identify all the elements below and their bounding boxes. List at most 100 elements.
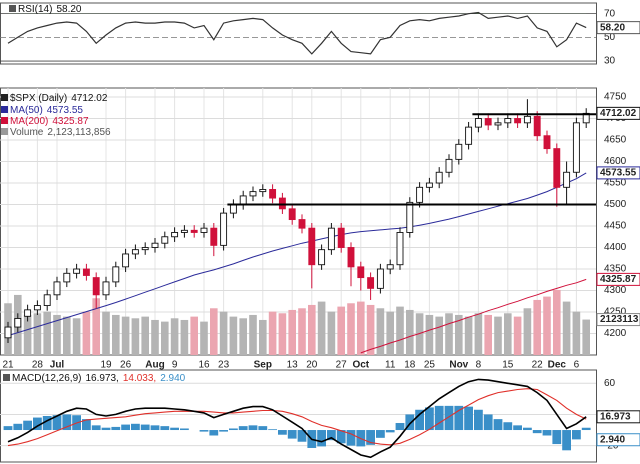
candle-body	[210, 227, 218, 246]
histogram-bar	[562, 430, 571, 451]
histogram-bar	[415, 409, 424, 431]
legend-entry: $SPX (Daily) 4712.02	[10, 93, 108, 104]
histogram-bar	[425, 407, 434, 431]
volume-bar	[317, 301, 326, 355]
legend-icon	[9, 5, 16, 12]
volume-bar	[347, 303, 355, 355]
candle-body	[239, 195, 247, 205]
histogram-bar	[572, 430, 581, 440]
histogram-bar	[199, 430, 209, 432]
candle-body	[484, 118, 492, 126]
histogram-bar	[581, 427, 591, 431]
candle-body	[406, 201, 414, 233]
volume-bar	[366, 304, 375, 355]
x-tick-label: 22	[532, 360, 544, 371]
candle-body	[14, 318, 22, 328]
volume-bar	[151, 319, 159, 355]
x-tick-label: 26	[120, 360, 132, 371]
candle-body	[563, 171, 571, 188]
x-tick-label: 19	[100, 360, 112, 371]
x-tick-label: 18	[404, 360, 416, 371]
x-tick-label: Dec	[548, 360, 567, 371]
legend-text: MACD(12,26,9)	[12, 373, 81, 384]
x-tick-label: 27	[336, 360, 348, 371]
histogram-bar	[552, 430, 562, 445]
x-tick-label: 6	[574, 360, 580, 371]
volume-bar	[494, 316, 502, 355]
histogram-bar	[268, 429, 277, 431]
candle-body	[249, 191, 257, 197]
x-tick-label: Sep	[254, 360, 272, 371]
legend-icon	[1, 128, 8, 135]
volume-bar	[259, 319, 267, 355]
histogram-bar	[91, 425, 101, 431]
legend-text: 16.973,	[85, 373, 118, 384]
volume-bar	[543, 296, 551, 355]
candle-body	[308, 227, 316, 266]
histogram-bar	[131, 423, 140, 431]
volume-bar	[92, 298, 100, 355]
x-tick-label: 15	[502, 360, 514, 371]
candle-body	[33, 305, 41, 311]
volume-bar	[72, 318, 81, 355]
volume-bar	[200, 321, 208, 355]
candle-body	[474, 118, 482, 128]
volume-bar	[376, 308, 385, 355]
y-tick-label: 4200	[604, 328, 627, 339]
legend-text: 4712.02	[71, 93, 108, 104]
candle-body	[73, 268, 81, 274]
candle-body	[278, 197, 286, 210]
histogram-bar	[121, 424, 130, 431]
volume-bar	[43, 311, 51, 355]
macd-last-box	[596, 410, 640, 424]
moving-average-line	[360, 278, 587, 354]
volume-bar	[415, 313, 424, 355]
x-tick-label: Jul	[50, 360, 65, 371]
x-tick-label: 25	[424, 360, 436, 371]
histogram-bar	[229, 428, 238, 431]
histogram-bar	[346, 430, 356, 446]
hist-last-box	[596, 433, 640, 447]
volume-bar	[180, 319, 189, 355]
volume-bar	[553, 289, 561, 355]
volume-bar	[386, 311, 394, 355]
volume-bar	[425, 314, 434, 355]
candle-body	[465, 126, 473, 145]
rsi-last-label: 58.20	[600, 22, 625, 33]
legend-text: Volume	[10, 127, 44, 138]
x-tick-label: 20	[306, 360, 318, 371]
candle-body	[357, 266, 365, 279]
candle-body	[494, 122, 502, 126]
volume-bar	[288, 309, 296, 355]
volume-last-label: 2123113	[600, 314, 639, 325]
x-tick-label: 9	[172, 360, 178, 371]
volume-bar	[337, 306, 345, 355]
volume-bar	[112, 314, 120, 355]
histogram-bar	[376, 430, 385, 438]
volume-bar	[239, 318, 247, 355]
candle-body	[151, 242, 159, 248]
y-tick-label: 4300	[604, 285, 627, 296]
candle-body	[63, 272, 71, 283]
histogram-bar	[444, 405, 454, 431]
candle-body	[396, 232, 404, 266]
price-last-label: 4712.02	[600, 108, 637, 119]
candle-body	[190, 229, 198, 233]
histogram-bar	[434, 405, 444, 431]
volume-bar	[533, 299, 541, 355]
macd-last-label: 16.973	[600, 411, 631, 422]
candle-body	[455, 143, 463, 160]
volume-bar	[298, 308, 306, 355]
histogram-bar	[297, 430, 307, 442]
volume-bar	[582, 319, 590, 355]
y-tick-label: 30	[604, 56, 616, 67]
legend-entry: Volume 2,123,113,856	[10, 127, 111, 138]
ma-last-label: 4325.87	[600, 274, 637, 285]
y-tick-label: 4450	[604, 221, 627, 232]
legend-text: 2,123,113,856	[47, 127, 111, 138]
legend-entry: MACD(12,26,9) 16.973, 14.033, 2.940	[12, 373, 186, 384]
x-tick-label: 28	[32, 360, 44, 371]
volume-bar	[82, 311, 91, 355]
y-tick-label: 4750	[604, 92, 627, 103]
